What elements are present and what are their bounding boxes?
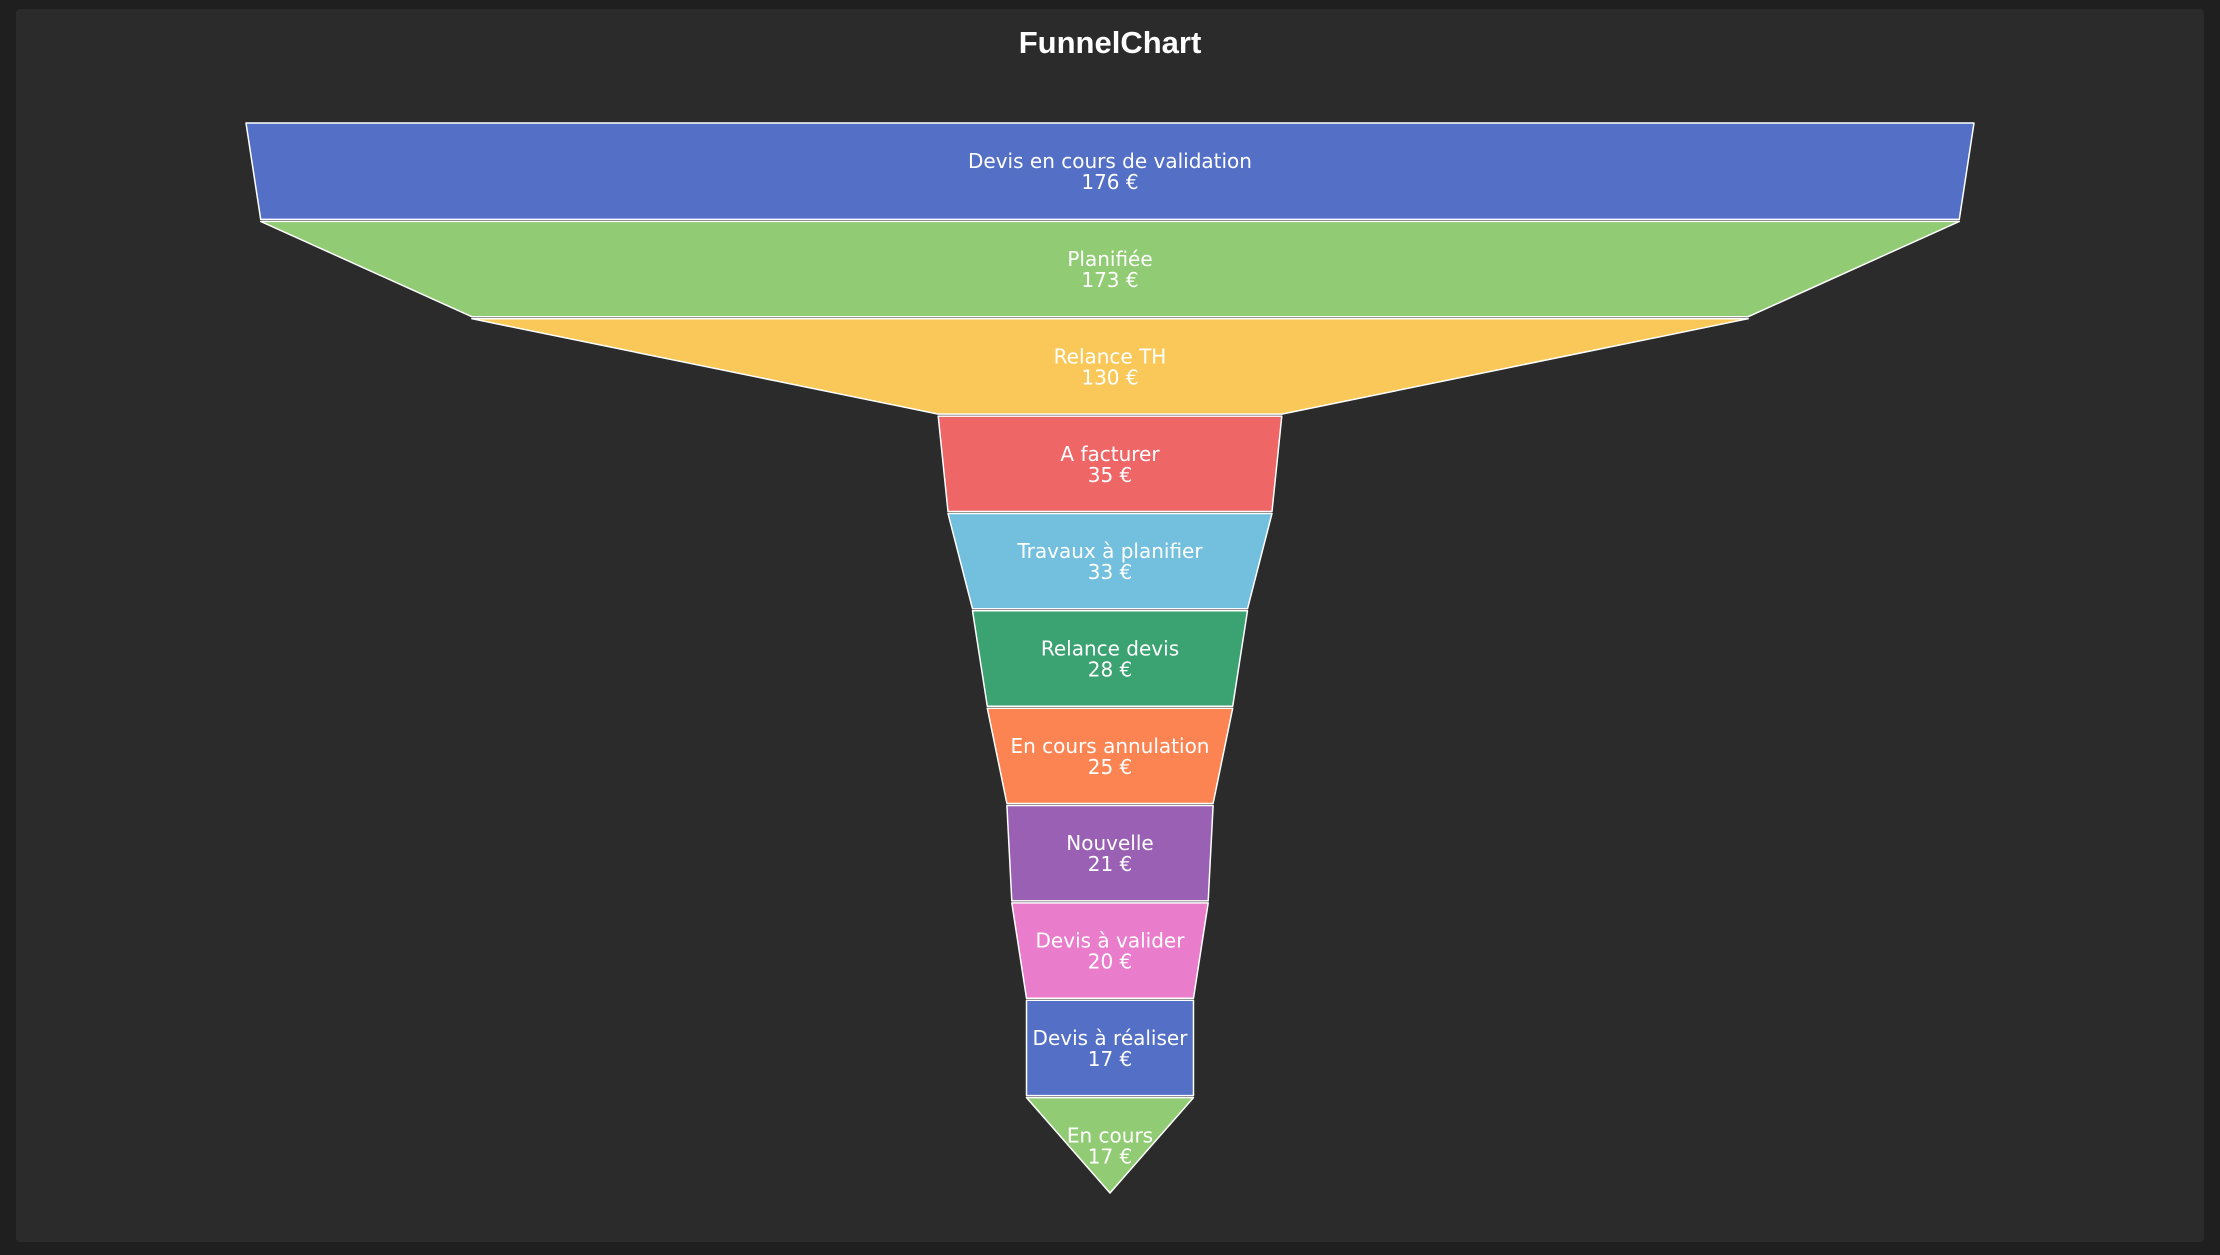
funnel-segment-a-facturer[interactable] [937, 415, 1283, 513]
funnel-label-name: Devis en cours de validation [968, 149, 1252, 173]
funnel-segment-devis-a-valider[interactable] [1011, 902, 1209, 1000]
funnel-label-value: 20 € [1088, 950, 1133, 974]
funnel-segment-planifiee[interactable] [259, 220, 1961, 318]
funnel-segment-en-cours[interactable] [1025, 1096, 1195, 1194]
funnel-label-value: 176 € [1081, 170, 1138, 194]
funnel-label-name: Travaux à planifier [1016, 539, 1203, 563]
funnel-label-value: 28 € [1088, 658, 1133, 682]
funnel-segments [245, 122, 1975, 1194]
funnel-label-value: 35 € [1088, 463, 1133, 487]
funnel-label-value: 130 € [1081, 365, 1138, 389]
funnel-label-value: 21 € [1088, 852, 1133, 876]
funnel-segment-travaux-a-planifier[interactable] [947, 512, 1273, 610]
funnel-segment-devis-en-cours-de-validation[interactable] [245, 122, 1975, 221]
chart-title: FunnelChart [1018, 25, 1202, 60]
funnel-label-name: En cours [1067, 1123, 1153, 1147]
funnel-label-name: Relance TH [1054, 344, 1167, 368]
funnel-label-name: Planifiée [1067, 247, 1152, 271]
funnel-segment-devis-a-realiser[interactable] [1025, 999, 1195, 1097]
funnel-label-name: En cours annulation [1011, 734, 1210, 758]
funnel-label-value: 17 € [1088, 1144, 1133, 1168]
funnel-label-name: Nouvelle [1066, 831, 1153, 855]
funnel-label-name: Relance devis [1041, 637, 1179, 661]
funnel-label-value: 25 € [1088, 755, 1133, 779]
funnel-label-value: 33 € [1088, 560, 1133, 584]
funnel-segment-nouvelle[interactable] [1006, 804, 1214, 902]
funnel-label-name: Devis à valider [1036, 929, 1186, 953]
funnel-label-value: 173 € [1081, 268, 1138, 292]
funnel-label-value: 17 € [1088, 1047, 1133, 1071]
funnel-label-name: A facturer [1060, 442, 1160, 466]
funnel-segment-relance-th[interactable] [471, 317, 1749, 415]
funnel-label-name: Devis à réaliser [1033, 1026, 1189, 1050]
funnel-segment-en-cours-annulation[interactable] [986, 707, 1234, 805]
funnel-segment-relance-devis[interactable] [971, 610, 1249, 707]
